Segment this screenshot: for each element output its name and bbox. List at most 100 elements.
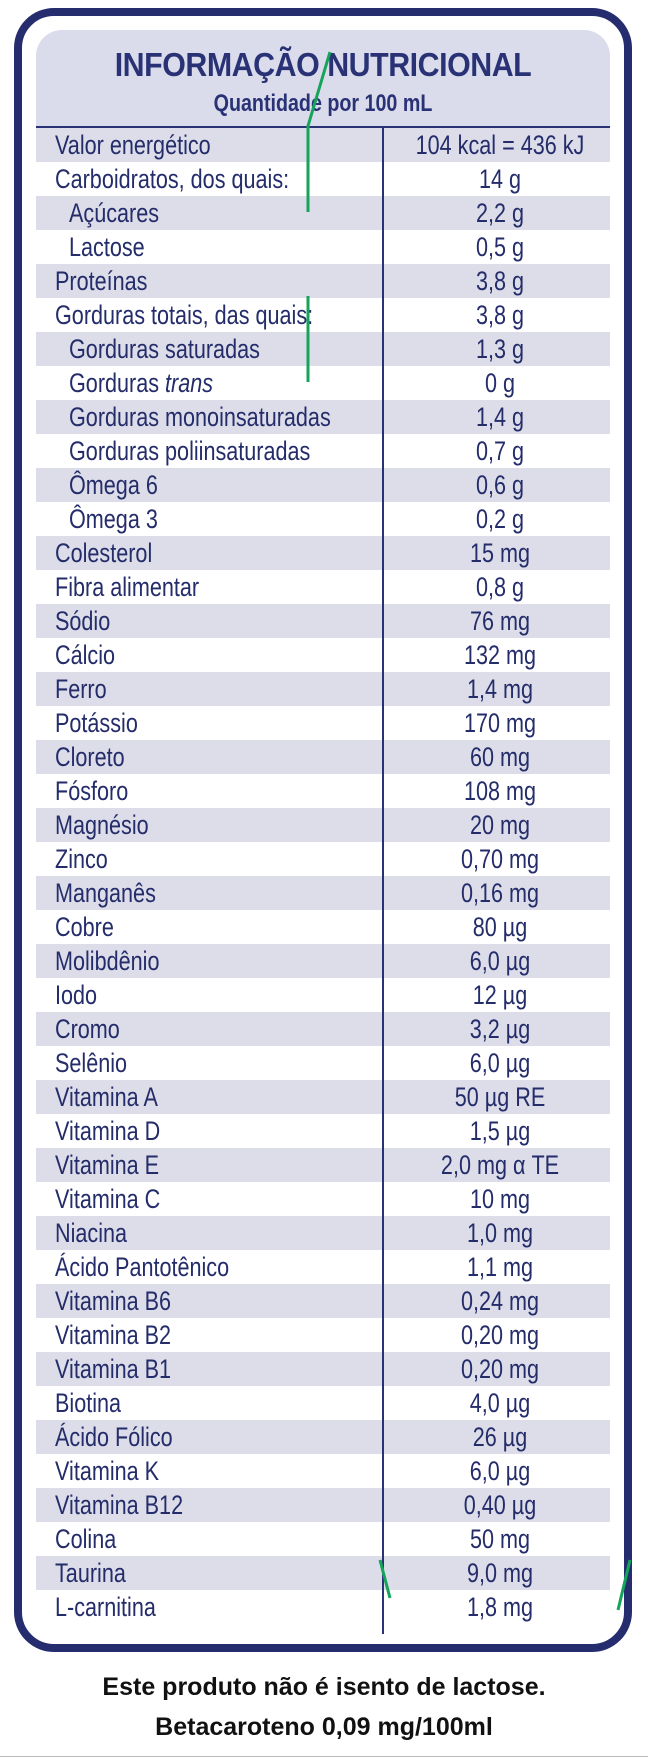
nutrient-label: Niacina xyxy=(55,1218,128,1248)
nutrient-value: 20 mg xyxy=(469,810,531,840)
nutrient-value: 50 mg xyxy=(469,1524,531,1554)
nutrient-label: Gorduras monoinsaturadas xyxy=(69,402,331,432)
footnote-lactose: Este produto não é isento de lactose. xyxy=(102,1673,546,1701)
nutrient-value: 0,20 mg xyxy=(460,1354,540,1384)
nutrient-label: Valor energético xyxy=(55,130,211,160)
nutrient-row: Fibra alimentar 0,8 g xyxy=(36,570,610,604)
nutrient-value: 0,16 mg xyxy=(460,878,540,908)
nutrient-label: Molibdênio xyxy=(55,946,160,976)
nutrient-label: Vitamina E xyxy=(55,1150,160,1180)
nutrient-value: 0,2 g xyxy=(475,504,525,534)
nutrient-row: Ferro 1,4 mg xyxy=(36,672,610,706)
nutrient-value: 10 mg xyxy=(469,1184,531,1214)
nutrient-row: Sódio 76 mg xyxy=(36,604,610,638)
nutrient-value: 0 g xyxy=(484,368,516,398)
nutrient-label: Gorduras saturadas xyxy=(69,334,260,364)
nutrient-value: 4,0 µg xyxy=(469,1388,531,1418)
nutrient-row: Selênio 6,0 µg xyxy=(36,1046,610,1080)
nutrient-value: 0,7 g xyxy=(475,436,525,466)
nutrient-label: Colina xyxy=(55,1524,117,1554)
nutrient-row: Ácido Fólico 26 µg xyxy=(36,1420,610,1454)
nutrient-value: 12 µg xyxy=(472,980,528,1010)
nutrient-row: Potássio 170 mg xyxy=(36,706,610,740)
nutrient-label: Vitamina B1 xyxy=(55,1354,172,1384)
nutrient-value: 0,70 mg xyxy=(460,844,540,874)
nutrient-row: Biotina 4,0 µg xyxy=(36,1386,610,1420)
nutrient-row: Valor energético 104 kcal = 436 kJ xyxy=(36,128,610,162)
nutrient-value: 60 mg xyxy=(469,742,531,772)
nutrient-row: Ômega 6 0,6 g xyxy=(36,468,610,502)
nutrient-label: Vitamina B6 xyxy=(55,1286,172,1316)
nutrient-label: Gorduras poliinsaturadas xyxy=(69,436,311,466)
nutrient-label: Vitamina K xyxy=(55,1456,160,1486)
nutrient-value: 1,0 mg xyxy=(466,1218,534,1248)
nutrient-row: Niacina 1,0 mg xyxy=(36,1216,610,1250)
nutrient-label: Gorduras trans xyxy=(69,368,214,398)
nutrient-label: Cálcio xyxy=(55,640,116,670)
nutrient-value: 2,0 mg α TE xyxy=(440,1150,560,1180)
nutrient-row: Vitamina B1 0,20 mg xyxy=(36,1352,610,1386)
nutrient-row: Colina 50 mg xyxy=(36,1522,610,1556)
nutrient-row: Gorduras trans 0 g xyxy=(36,366,610,400)
nutrient-row: Magnésio 20 mg xyxy=(36,808,610,842)
nutrient-label: Ômega 3 xyxy=(69,504,158,534)
nutrient-label: Ácido Pantotênico xyxy=(55,1252,230,1282)
nutrient-value: 170 mg xyxy=(463,708,537,738)
nutrient-row: Cálcio 132 mg xyxy=(36,638,610,672)
nutrient-value: 0,24 mg xyxy=(460,1286,540,1316)
nutrient-label: Vitamina B12 xyxy=(55,1490,184,1520)
nutrient-value: 0,8 g xyxy=(475,572,525,602)
nutrient-row: Vitamina D 1,5 µg xyxy=(36,1114,610,1148)
nutrient-value: 6,0 µg xyxy=(469,1456,531,1486)
nutrient-label: Gorduras totais, das quais: xyxy=(55,300,314,330)
nutrient-row: Colesterol 15 mg xyxy=(36,536,610,570)
nutrient-rows: Valor energético 104 kcal = 436 kJ Carboid… xyxy=(36,128,610,1624)
nutrient-label: Cromo xyxy=(55,1014,120,1044)
nutrient-row: Ômega 3 0,2 g xyxy=(36,502,610,536)
nutrient-value: 15 mg xyxy=(469,538,531,568)
nutrient-value: 0,5 g xyxy=(475,232,525,262)
nutrient-row: Gorduras monoinsaturadas 1,4 g xyxy=(36,400,610,434)
footnote-betacarotene: Betacaroteno 0,09 mg/100ml xyxy=(155,1713,493,1741)
nutrient-label: Carboidratos, dos quais: xyxy=(55,164,290,194)
nutrient-row: Açúcares 2,2 g xyxy=(36,196,610,230)
nutrient-value: 0,40 µg xyxy=(463,1490,537,1520)
nutrient-label: Lactose xyxy=(69,232,145,262)
nutrient-row: Vitamina B2 0,20 mg xyxy=(36,1318,610,1352)
nutrient-row: Gorduras saturadas 1,3 g xyxy=(36,332,610,366)
nutrient-value: 3,8 g xyxy=(475,300,525,330)
nutrient-row: Cobre 80 µg xyxy=(36,910,610,944)
nutrient-value: 50 µg RE xyxy=(454,1082,546,1112)
nutrient-row: L-carnitina 1,8 mg xyxy=(36,1590,610,1624)
nutrient-label: Biotina xyxy=(55,1388,122,1418)
nutrient-row: Vitamina B12 0,40 µg xyxy=(36,1488,610,1522)
page-bottom-rule xyxy=(0,1756,648,1757)
nutrient-label: Vitamina B2 xyxy=(55,1320,172,1350)
nutrient-value: 108 mg xyxy=(463,776,537,806)
nutrient-label: Fibra alimentar xyxy=(55,572,200,602)
nutrient-label: Ferro xyxy=(55,674,107,704)
nutrient-row: Gorduras poliinsaturadas 0,7 g xyxy=(36,434,610,468)
table-subtitle: Quantidade por 100 mL xyxy=(213,90,433,117)
nutrient-value: 104 kcal = 436 kJ xyxy=(415,130,585,160)
nutrient-value: 6,0 µg xyxy=(469,946,531,976)
nutrient-row: Vitamina C 10 mg xyxy=(36,1182,610,1216)
nutrient-row: Ácido Pantotênico 1,1 mg xyxy=(36,1250,610,1284)
nutrient-row: Vitamina B6 0,24 mg xyxy=(36,1284,610,1318)
nutrient-value: 9,0 mg xyxy=(466,1558,534,1588)
nutrient-row: Taurina 9,0 mg xyxy=(36,1556,610,1590)
nutrient-label: Cloreto xyxy=(55,742,125,772)
column-divider xyxy=(382,128,384,1634)
nutrient-label: L-carnitina xyxy=(55,1592,156,1622)
nutrient-label: Zinco xyxy=(55,844,108,874)
nutrient-row: Gorduras totais, das quais: 3,8 g xyxy=(36,298,610,332)
nutrient-row: Iodo 12 µg xyxy=(36,978,610,1012)
nutrient-row: Vitamina K 6,0 µg xyxy=(36,1454,610,1488)
nutrient-label: Selênio xyxy=(55,1048,128,1078)
nutrient-row: Proteínas 3,8 g xyxy=(36,264,610,298)
nutrition-facts-panel: INFORMAÇÃO NUTRICIONAL Quantidade por 10… xyxy=(14,8,632,1652)
nutrient-value: 0,6 g xyxy=(475,470,525,500)
nutrient-row: Lactose 0,5 g xyxy=(36,230,610,264)
nutrient-label: Iodo xyxy=(55,980,98,1010)
nutrient-value: 76 mg xyxy=(469,606,531,636)
